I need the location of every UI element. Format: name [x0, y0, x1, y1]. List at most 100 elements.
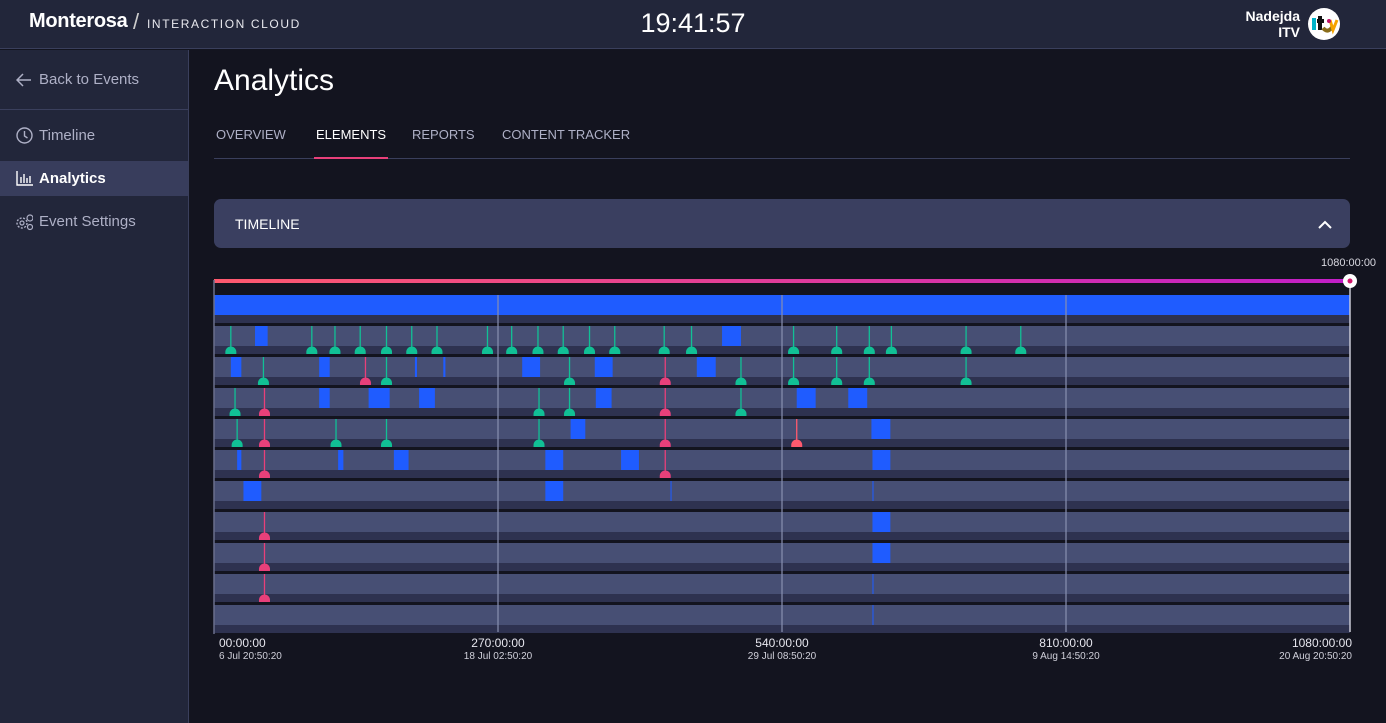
activity-block[interactable]	[872, 450, 891, 470]
activity-block[interactable]	[243, 481, 262, 501]
element-marker[interactable]	[506, 346, 518, 355]
element-marker[interactable]	[564, 377, 576, 385]
tick-label: 00:00:00	[219, 636, 266, 650]
element-marker[interactable]	[584, 346, 596, 355]
element-marker[interactable]	[258, 532, 270, 541]
element-marker[interactable]	[532, 346, 544, 355]
element-marker[interactable]	[258, 439, 270, 447]
activity-block[interactable]	[368, 388, 390, 408]
element-marker[interactable]	[431, 346, 443, 355]
tab-elements[interactable]: ELEMENTS	[314, 120, 389, 159]
element-marker[interactable]	[533, 408, 545, 417]
activity-block[interactable]	[872, 605, 874, 625]
activity-block[interactable]	[319, 388, 330, 408]
element-marker[interactable]	[258, 408, 270, 417]
tab-overview[interactable]: OVERVIEW	[216, 127, 286, 142]
element-marker[interactable]	[831, 346, 843, 355]
activity-block[interactable]	[319, 357, 330, 377]
activity-block[interactable]	[594, 357, 613, 377]
element-marker[interactable]	[258, 594, 270, 603]
element-marker[interactable]	[863, 377, 875, 385]
element-marker[interactable]	[885, 346, 897, 355]
activity-block[interactable]	[338, 450, 344, 470]
activity-block[interactable]	[848, 388, 868, 408]
itv-logo-icon[interactable]	[1308, 8, 1340, 40]
element-marker[interactable]	[533, 439, 545, 447]
tab-reports[interactable]: REPORTS	[412, 127, 475, 142]
element-marker[interactable]	[564, 408, 576, 417]
activity-block[interactable]	[722, 326, 741, 346]
element-marker[interactable]	[481, 346, 493, 355]
activity-block[interactable]	[796, 388, 816, 408]
element-marker[interactable]	[1015, 346, 1027, 355]
activity-block[interactable]	[872, 543, 891, 563]
chevron-up-icon[interactable]	[1318, 216, 1332, 234]
element-marker[interactable]	[659, 439, 671, 447]
logo-divider: /	[133, 9, 140, 34]
activity-block[interactable]	[872, 481, 874, 501]
brand-logo[interactable]: Monterosa	[29, 10, 128, 32]
activity-block[interactable]	[621, 450, 639, 470]
element-marker[interactable]	[788, 346, 800, 355]
tab-content-tracker[interactable]: CONTENT TRACKER	[502, 127, 631, 142]
element-marker[interactable]	[229, 408, 241, 417]
activity-block[interactable]	[393, 450, 409, 470]
element-marker[interactable]	[225, 346, 237, 355]
element-marker[interactable]	[330, 439, 342, 447]
element-marker[interactable]	[306, 346, 318, 355]
element-marker[interactable]	[329, 346, 341, 355]
activity-block[interactable]	[230, 357, 242, 377]
element-marker[interactable]	[735, 408, 747, 417]
element-marker[interactable]	[258, 563, 270, 571]
activity-block[interactable]	[872, 512, 891, 532]
activity-block[interactable]	[255, 326, 268, 346]
bar-chart-icon	[15, 170, 33, 188]
activity-block[interactable]	[522, 357, 541, 377]
element-marker[interactable]	[686, 346, 698, 355]
playhead-track[interactable]	[214, 279, 1350, 283]
element-marker[interactable]	[557, 346, 569, 355]
element-marker[interactable]	[658, 346, 670, 355]
activity-block[interactable]	[443, 357, 446, 377]
activity-block[interactable]	[595, 388, 612, 408]
element-marker[interactable]	[381, 346, 393, 355]
element-marker[interactable]	[863, 346, 875, 355]
element-marker[interactable]	[735, 377, 747, 385]
element-marker[interactable]	[831, 377, 843, 385]
activity-block[interactable]	[696, 357, 716, 377]
activity-block[interactable]	[871, 419, 891, 439]
element-marker[interactable]	[960, 377, 972, 385]
tick-label: 540:00:00	[755, 636, 809, 650]
product-name: INTERACTION CLOUD	[147, 17, 301, 31]
element-marker[interactable]	[659, 408, 671, 417]
element-marker[interactable]	[609, 346, 621, 355]
element-marker[interactable]	[659, 377, 671, 385]
back-to-events-link[interactable]: Back to Events	[0, 62, 188, 97]
activity-block[interactable]	[570, 419, 586, 439]
element-marker[interactable]	[788, 377, 800, 385]
panel-title: TIMELINE	[235, 216, 300, 232]
activity-block[interactable]	[545, 481, 564, 501]
element-marker[interactable]	[257, 377, 269, 385]
element-marker[interactable]	[659, 470, 671, 479]
activity-block[interactable]	[419, 388, 435, 408]
user-info[interactable]: Nadejda ITV	[1246, 8, 1300, 40]
activity-block[interactable]	[237, 450, 242, 470]
element-marker[interactable]	[359, 377, 371, 385]
activity-block[interactable]	[872, 574, 874, 594]
element-marker[interactable]	[258, 470, 270, 479]
element-marker[interactable]	[231, 439, 243, 447]
timeline-panel-header[interactable]: TIMELINE	[214, 199, 1350, 248]
element-marker[interactable]	[354, 346, 366, 355]
element-marker[interactable]	[406, 346, 418, 355]
element-marker[interactable]	[960, 346, 972, 355]
activity-block[interactable]	[414, 357, 418, 377]
element-marker[interactable]	[381, 377, 393, 385]
element-marker[interactable]	[381, 439, 393, 447]
activity-block[interactable]	[670, 481, 672, 501]
element-marker[interactable]	[791, 439, 803, 447]
sidebar-item-timeline[interactable]: Timeline	[0, 118, 188, 153]
sidebar-item-event-settings[interactable]: Event Settings	[0, 204, 188, 239]
sidebar-item-analytics[interactable]: Analytics	[0, 161, 188, 196]
activity-block[interactable]	[545, 450, 564, 470]
